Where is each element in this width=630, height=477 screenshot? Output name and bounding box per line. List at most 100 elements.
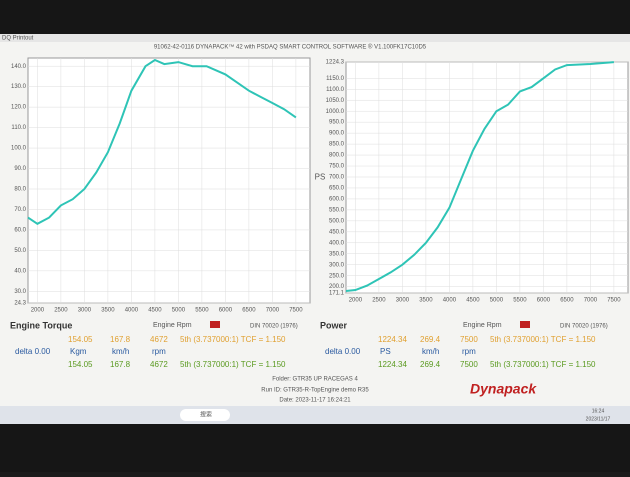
y-tick-label: 50.0 <box>14 248 26 254</box>
unit: km/h <box>112 347 129 356</box>
x-tick-label: 5000 <box>490 298 504 304</box>
menu[interactable]: DQ Printout <box>2 36 34 42</box>
x-tick-label: 3000 <box>78 308 92 314</box>
y-tick-label: 650.0 <box>329 186 345 192</box>
x-tick-label: 5000 <box>172 308 186 314</box>
y-tick-label: 80.0 <box>14 187 26 193</box>
date: Date: 2023-11-17 16:24:21 <box>279 398 351 404</box>
x-tick-label: 7500 <box>607 298 621 304</box>
clock-time: 16:24 <box>592 408 605 414</box>
search-box[interactable] <box>180 409 230 421</box>
panel-title: Engine Torque <box>10 320 72 330</box>
x-tick-label: 2500 <box>54 308 68 314</box>
y-tick-label: 450.0 <box>329 229 345 235</box>
x-tick-label: 5500 <box>513 298 527 304</box>
y-tick-label: 60.0 <box>14 228 26 234</box>
y-tick-label: 300.0 <box>329 262 345 268</box>
y-tick-label: 1224.3 <box>326 60 345 66</box>
y-tick-label: 100.0 <box>11 146 27 152</box>
unit: rpm <box>152 347 166 356</box>
rpm-dropdown[interactable] <box>210 321 220 328</box>
value: 5th (3.737000:1) TCF = 1.150 <box>490 335 596 344</box>
panel-title: Power <box>320 320 348 330</box>
value: 7500 <box>460 360 478 369</box>
y-tick-label: 700.0 <box>329 175 345 181</box>
unit: km/h <box>422 347 439 356</box>
rpm-label: Engine Rpm <box>463 322 502 329</box>
y-tick-label: 140.0 <box>11 64 27 70</box>
y-tick-label: 1150.0 <box>326 76 345 82</box>
y-tick-label: 850.0 <box>329 142 345 148</box>
y-tick-label: 1000.0 <box>326 109 345 115</box>
value: 167.8 <box>110 360 131 369</box>
y-tick-label: 90.0 <box>14 166 26 172</box>
y-tick-label: 1100.0 <box>326 87 345 93</box>
value: 167.8 <box>110 335 131 344</box>
plot-area <box>27 57 311 304</box>
x-tick-label: 4500 <box>466 298 480 304</box>
y-tick-label: 400.0 <box>329 240 345 246</box>
clock-date: 2023/11/17 <box>586 416 611 422</box>
x-tick-label: 3000 <box>396 298 410 304</box>
y-tick-label: 1050.0 <box>326 98 345 104</box>
run-id: Run ID: GTR35-R-TopEngine demo R35 <box>261 388 369 394</box>
power-curve <box>27 58 297 225</box>
x-tick-label: 7000 <box>584 298 598 304</box>
value: 5th (3.737000:1) TCF = 1.150 <box>180 335 286 344</box>
y-tick-label: 120.0 <box>11 105 27 111</box>
value: 4672 <box>150 335 168 344</box>
unit: PS <box>380 347 391 356</box>
x-tick-label: 4500 <box>148 308 162 314</box>
value: 1224.34 <box>378 360 407 369</box>
plot-area <box>345 61 629 294</box>
x-tick-label: 3500 <box>101 308 115 314</box>
value: 154.05 <box>68 360 93 369</box>
delta: delta 0.00 <box>325 347 361 356</box>
power-curve <box>345 61 614 292</box>
y-tick-label: 171.1 <box>329 291 345 297</box>
y-tick-label: 40.0 <box>14 268 26 274</box>
standard: DIN 70020 (1976) <box>560 324 608 330</box>
y-tick-label: 24.3 <box>14 301 26 307</box>
value: 7500 <box>460 335 478 344</box>
y-tick-label: 30.0 <box>14 289 26 295</box>
y-axis-label: PS <box>315 173 326 182</box>
y-tick-label: 550.0 <box>329 207 345 213</box>
y-tick-label: 200.0 <box>329 284 345 290</box>
y-tick-label: 350.0 <box>329 251 345 257</box>
y-tick-label: 70.0 <box>14 207 26 213</box>
x-tick-label: 2000 <box>349 298 363 304</box>
y-tick-label: 750.0 <box>329 164 345 170</box>
value: 5th (3.737000:1) TCF = 1.150 <box>490 360 596 369</box>
logo: Dynapack <box>470 381 537 397</box>
search[interactable]: 搜索 <box>200 411 212 419</box>
y-tick-label: 130.0 <box>11 84 27 90</box>
y-tick-label: 950.0 <box>329 120 345 126</box>
y-tick-label: 500.0 <box>329 218 345 224</box>
x-tick-label: 6000 <box>537 298 551 304</box>
taskbar <box>0 406 630 424</box>
window-title: 91062-42-0116 DYNAPACK™ 42 with PSDAQ SM… <box>154 44 427 51</box>
x-tick-label: 3500 <box>419 298 433 304</box>
x-tick-label: 4000 <box>125 308 139 314</box>
value: 269.4 <box>420 335 441 344</box>
x-tick-label: 4000 <box>443 298 457 304</box>
x-tick-label: 6500 <box>242 308 256 314</box>
unit: rpm <box>462 347 476 356</box>
rpm-dropdown[interactable] <box>520 321 530 328</box>
value: 4672 <box>150 360 168 369</box>
x-tick-label: 2000 <box>31 308 45 314</box>
value: 269.4 <box>420 360 441 369</box>
delta: delta 0.00 <box>15 347 51 356</box>
unit: Kgm <box>70 347 87 356</box>
y-tick-label: 110.0 <box>11 125 26 131</box>
title-bar <box>0 34 630 42</box>
x-tick-label: 7000 <box>266 308 280 314</box>
y-tick-label: 800.0 <box>329 153 345 159</box>
standard: DIN 70020 (1976) <box>250 324 298 330</box>
x-tick-label: 6000 <box>219 308 233 314</box>
value: 154.05 <box>68 335 93 344</box>
y-tick-label: 900.0 <box>329 131 345 137</box>
